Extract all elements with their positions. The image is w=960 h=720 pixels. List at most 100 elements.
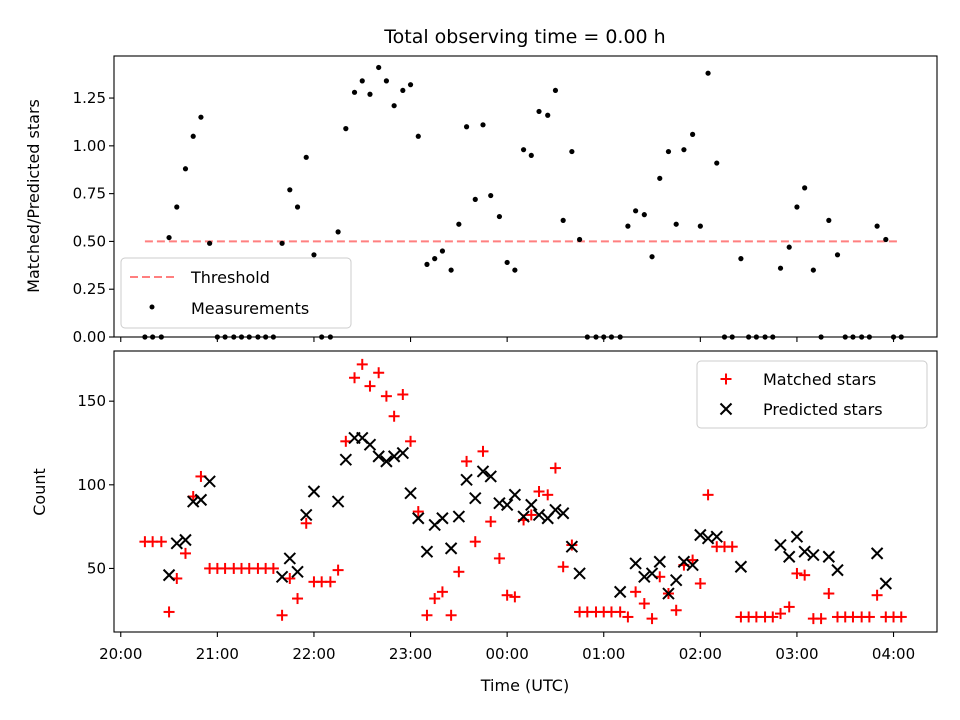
bottom-x-ticks: 20:00 21:00 22:00 23:00 00:00 01:00 02:00 03:00… [99,632,915,663]
legend-predicted-marker [719,402,733,416]
predicted-point [508,488,522,502]
matched-point [380,390,392,402]
measurement-point [279,240,285,246]
predicted-point [556,507,570,520]
measurement-point [641,212,647,218]
measurement-point [560,217,566,223]
predicted-point [500,498,514,512]
bottom-y-tick-label: 150 [77,392,106,410]
measurement-point [633,208,639,214]
top-legend: Threshold Measurements [120,257,352,329]
top-panel: 0.00 0.25 0.50 0.75 1.00 1.25 Matched/Predict… [24,55,938,346]
measurement-point [834,252,841,258]
predicted-point [677,555,691,568]
measurement-point [198,114,204,120]
predicted-point [460,473,473,486]
predicted-point [170,537,183,550]
measurement-point [480,122,486,128]
matched-point [155,536,167,548]
measurement-point [690,131,696,137]
matched-point [364,380,376,392]
predicted-point [573,567,586,580]
predicted-point [774,538,787,552]
measurement-point [697,223,703,229]
predicted-point [831,563,844,577]
predicted-point [476,465,490,478]
measurement-point [777,265,784,271]
legend-predicted-swatch [719,402,733,416]
predicted-point [484,470,497,483]
measurement-point [383,78,390,84]
bottom-x-tick-label: 22:00 [292,645,335,663]
predicted-point [517,510,530,523]
measurement-point [311,252,317,258]
measurement-point [432,256,438,262]
measurement-point [407,82,414,88]
matched-point [340,435,352,447]
matched-point [622,611,634,623]
matched-point [324,576,336,588]
measurement-point [367,91,373,97]
top-ylabel: Matched/Predicted stars [24,99,43,293]
matched-point [557,561,569,573]
matched-point [397,388,409,400]
matched-point [276,609,288,621]
predicted-point [694,528,707,542]
matched-point [445,609,457,621]
measurement-point [681,147,687,153]
predicted-point [565,540,579,553]
measurement-point [738,256,744,262]
predicted-point [879,577,893,590]
matched-point [436,586,448,598]
matched-point [461,455,473,467]
measurement-point [794,204,800,210]
measurement-point [439,248,446,254]
measurement-point [166,234,172,241]
top-y-tick-label: 1.00 [73,137,106,155]
legend-threshold-label: Threshold [190,268,270,287]
matched-point [501,589,513,601]
top-x-ticks [120,337,895,342]
legend-measurements-label: Measurements [191,299,309,318]
matched-point [405,435,417,447]
measurement-point [359,78,365,84]
predicted-point [331,495,345,508]
predicted-point [798,545,811,558]
measurement-point [182,166,189,172]
bottom-y-tick-label: 50 [87,559,106,577]
measurement-point [207,240,213,246]
predicted-point [380,455,393,468]
predicted-point [549,503,562,517]
measurement-point [376,64,382,71]
measurement-point [391,103,397,109]
predicted-point [734,560,748,573]
matched-point [614,606,626,618]
bottom-plot-area [139,358,907,625]
matched-point [163,606,175,618]
matched-point [767,611,779,623]
predicted-point [452,510,466,523]
predicted-point [532,508,546,522]
matched-point [630,586,642,598]
measurement-point [552,87,559,94]
measurement-point [415,133,421,139]
predicted-point [179,533,192,547]
predicted-point [629,557,642,570]
matched-point [895,611,907,623]
matched-point [429,593,441,605]
measurement-point [874,223,880,229]
predicted-point [790,530,804,543]
matched-point [292,593,304,605]
matched-point [349,372,361,384]
legend-measurements-swatch [149,304,155,310]
measurement-point [802,185,808,191]
measurement-point [496,213,503,220]
measurement-point [883,236,889,243]
measurement-point [545,112,551,118]
measurement-point [657,175,663,181]
predicted-point [372,450,385,463]
legend-matched-marker [720,373,732,385]
matched-point [373,367,385,379]
top-axes-frame [113,55,938,338]
matched-point [815,613,827,625]
